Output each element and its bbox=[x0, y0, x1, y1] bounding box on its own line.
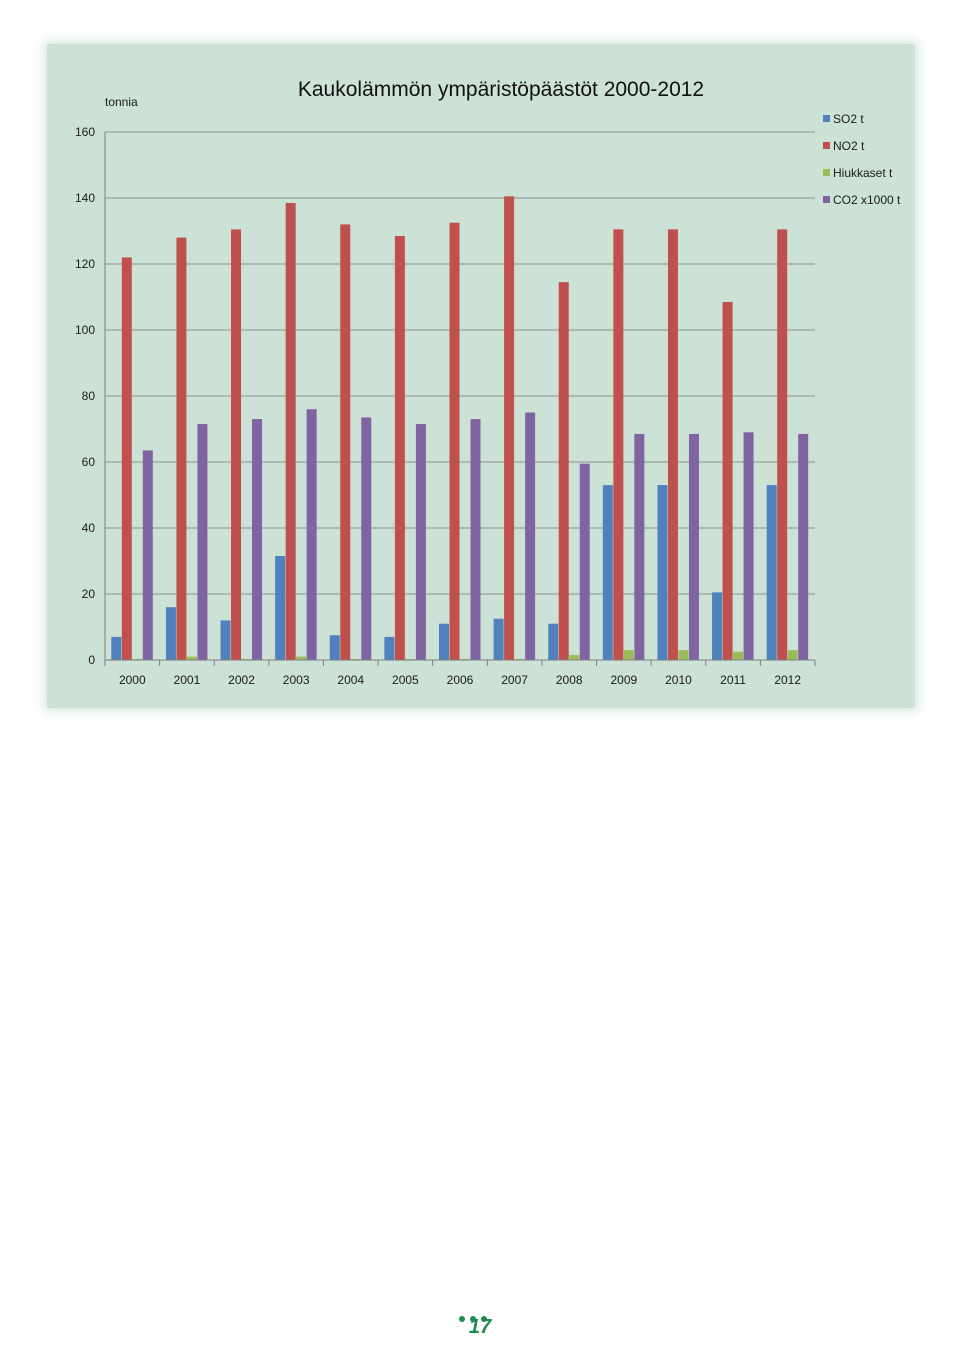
bar-no2 bbox=[667, 229, 678, 660]
y-tick-label: 0 bbox=[88, 653, 95, 667]
bar-hiukkaset bbox=[569, 655, 580, 660]
bar-no2 bbox=[121, 257, 132, 660]
x-tick-label: 2006 bbox=[447, 673, 474, 687]
bar-so2 bbox=[165, 607, 176, 660]
legend-label: NO2 t bbox=[833, 139, 865, 153]
y-tick-label: 100 bbox=[75, 323, 95, 337]
grid-lines bbox=[105, 131, 815, 595]
bar-hiukkaset bbox=[787, 650, 798, 660]
bar-no2 bbox=[340, 224, 351, 660]
bar-hiukkaset bbox=[296, 656, 307, 660]
bar-hiukkaset bbox=[678, 650, 689, 660]
y-tick-label: 40 bbox=[82, 521, 96, 535]
bar-so2 bbox=[439, 623, 449, 660]
bar-co2 bbox=[798, 433, 809, 660]
y-tick-label: 140 bbox=[75, 191, 95, 205]
y-tick-label: 60 bbox=[82, 455, 96, 469]
bar-so2 bbox=[220, 620, 231, 660]
bar-hiukkaset bbox=[733, 651, 744, 660]
axes: 0 20 40 60 80 100 120 140 160 2000 2001 2002 2003 200… bbox=[75, 125, 816, 687]
bar-so2 bbox=[548, 623, 559, 660]
x-tick-label: 2011 bbox=[720, 673, 746, 687]
chart-panel: Kaukolämmön ympäristöpäästöt 2000-2012 t… bbox=[47, 44, 915, 708]
x-tick-label: 2002 bbox=[228, 673, 255, 687]
bar-co2 bbox=[415, 424, 426, 660]
page-number: 17 bbox=[468, 1316, 492, 1338]
bar-no2 bbox=[231, 229, 242, 660]
bar-co2 bbox=[252, 419, 263, 660]
bar-no2 bbox=[777, 229, 788, 660]
legend-swatch bbox=[823, 169, 830, 176]
legend: SO2 t NO2 t Hiukkaset t CO2 x1000 t bbox=[823, 112, 901, 207]
bars bbox=[111, 196, 809, 660]
bar-so2 bbox=[275, 556, 286, 660]
y-axis-label: tonnia bbox=[105, 95, 138, 109]
x-tick-label: 2004 bbox=[337, 673, 364, 687]
bar-so2 bbox=[602, 485, 613, 660]
bar-co2 bbox=[634, 433, 645, 660]
x-tick-label: 2008 bbox=[556, 673, 583, 687]
bar-co2 bbox=[470, 419, 481, 660]
bar-no2 bbox=[285, 202, 296, 660]
y-tick-label: 120 bbox=[75, 257, 95, 271]
bar-hiukkaset bbox=[186, 656, 197, 660]
bar-co2 bbox=[306, 409, 317, 660]
bar-so2 bbox=[766, 485, 777, 660]
bar-co2 bbox=[688, 433, 699, 660]
bar-co2 bbox=[579, 463, 590, 660]
legend-swatch bbox=[823, 196, 830, 203]
x-tick-label: 2012 bbox=[774, 673, 801, 687]
x-tick-label: 2010 bbox=[665, 673, 692, 687]
bar-co2 bbox=[525, 412, 536, 660]
legend-label: Hiukkaset t bbox=[833, 166, 893, 180]
bar-so2 bbox=[111, 636, 122, 660]
y-tick-label: 80 bbox=[82, 389, 96, 403]
y-tick-label: 160 bbox=[75, 125, 95, 139]
bar-so2 bbox=[384, 636, 395, 660]
legend-swatch bbox=[823, 115, 830, 122]
bar-no2 bbox=[394, 235, 405, 660]
bar-no2 bbox=[449, 222, 460, 660]
bar-no2 bbox=[558, 282, 569, 660]
legend-label: SO2 t bbox=[833, 112, 864, 126]
bar-no2 bbox=[613, 229, 624, 660]
bar-no2 bbox=[722, 301, 733, 660]
bar-co2 bbox=[361, 417, 372, 660]
x-tick-label: 2003 bbox=[283, 673, 310, 687]
x-tick-label: 2000 bbox=[119, 673, 146, 687]
page-dots-decoration bbox=[459, 1309, 495, 1322]
bar-so2 bbox=[712, 592, 723, 660]
x-tick-label: 2005 bbox=[392, 673, 419, 687]
bar-so2 bbox=[329, 635, 340, 660]
bar-no2 bbox=[176, 237, 187, 660]
bar-hiukkaset bbox=[623, 650, 634, 660]
x-tick-label: 2009 bbox=[610, 673, 637, 687]
bar-no2 bbox=[504, 196, 515, 660]
bar-so2 bbox=[493, 618, 504, 660]
x-tick-label: 2001 bbox=[174, 673, 201, 687]
legend-label: CO2 x1000 t bbox=[833, 193, 901, 207]
y-tick-label: 20 bbox=[82, 587, 96, 601]
bar-co2 bbox=[743, 432, 754, 660]
bar-co2 bbox=[142, 450, 153, 660]
chart-svg: Kaukolämmön ympäristöpäästöt 2000-2012 t… bbox=[75, 78, 901, 687]
bar-co2 bbox=[197, 424, 208, 660]
chart-title: Kaukolämmön ympäristöpäästöt 2000-2012 bbox=[298, 78, 704, 101]
bar-so2 bbox=[657, 485, 668, 660]
legend-swatch bbox=[823, 142, 830, 149]
x-tick-label: 2007 bbox=[501, 673, 528, 687]
